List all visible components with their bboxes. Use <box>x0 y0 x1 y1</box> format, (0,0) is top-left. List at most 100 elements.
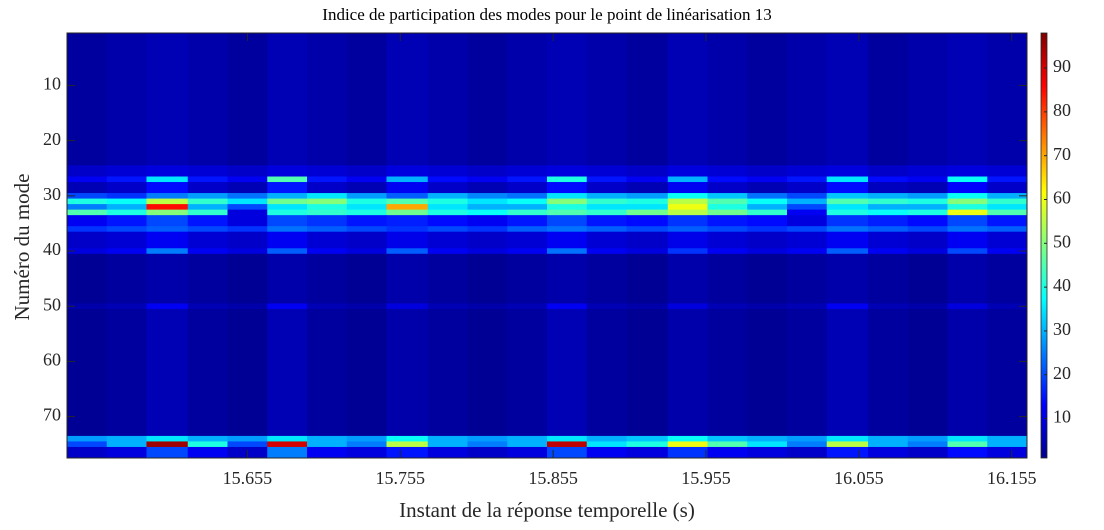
heatmap-cell <box>307 231 348 249</box>
heatmap-cell <box>787 165 828 177</box>
heatmap-cell <box>907 209 948 216</box>
heatmap-cell <box>626 215 669 227</box>
heatmap-cell <box>467 446 508 459</box>
heatmap-cell <box>227 204 268 211</box>
heatmap-cell <box>987 193 1028 199</box>
heatmap-cell <box>267 441 308 448</box>
colorbar-tick-label: 80 <box>1053 100 1071 120</box>
heatmap-cell <box>667 176 708 183</box>
heatmap-cell <box>547 231 588 249</box>
heatmap-cell <box>187 182 228 194</box>
heatmap-cell <box>386 198 429 205</box>
heatmap-cell <box>586 308 627 437</box>
y-tick-label: 70 <box>43 405 61 425</box>
heatmap-cell <box>187 209 228 216</box>
chart-title: Indice de participation des modes pour l… <box>322 5 771 24</box>
heatmap-cell <box>667 308 708 437</box>
heatmap-cell <box>947 441 988 448</box>
heatmap-cell <box>67 308 108 437</box>
heatmap-cell <box>67 231 108 249</box>
heatmap-cell <box>187 33 228 166</box>
heatmap-cell <box>67 226 108 233</box>
heatmap-cell <box>346 215 387 227</box>
heatmap-cell <box>907 176 948 183</box>
heatmap-cell <box>427 446 468 459</box>
heatmap-cell <box>427 248 468 255</box>
heatmap-cell <box>826 435 869 442</box>
colorbar-tick-label: 60 <box>1053 188 1071 208</box>
heatmap-cell <box>667 215 708 227</box>
heatmap-cell <box>146 308 189 437</box>
heatmap-cell <box>227 182 268 194</box>
heatmap-cell <box>987 248 1028 255</box>
heatmap-cell <box>907 165 948 177</box>
heatmap-cell <box>187 165 228 177</box>
heatmap-cell <box>187 435 228 442</box>
heatmap-cell <box>707 435 748 442</box>
heatmap-cell <box>346 182 387 194</box>
heatmap-cell <box>747 204 788 211</box>
heatmap-cell <box>267 446 308 459</box>
heatmap-cell <box>626 435 669 442</box>
heatmap-cell <box>187 198 228 205</box>
heatmap-cell <box>826 193 869 199</box>
heatmap-cell <box>547 303 588 310</box>
heatmap-cell <box>467 253 508 304</box>
heatmap-cells <box>67 33 1028 459</box>
heatmap-cell <box>307 248 348 255</box>
heatmap-cell <box>547 435 588 442</box>
heatmap-cell <box>868 33 909 166</box>
heatmap-cell <box>346 33 387 166</box>
heatmap-cell <box>386 446 429 459</box>
heatmap-cell <box>267 193 308 199</box>
heatmap-cell <box>227 303 268 310</box>
heatmap-cell <box>826 441 869 448</box>
heatmap-cell <box>146 231 189 249</box>
heatmap-cell <box>106 204 147 211</box>
heatmap-cell <box>467 182 508 194</box>
heatmap-cell <box>146 226 189 233</box>
heatmap-cell <box>987 215 1028 227</box>
heatmap-cell <box>346 308 387 437</box>
heatmap-cell <box>187 176 228 183</box>
heatmap-cell <box>707 308 748 437</box>
heatmap-cell <box>187 441 228 448</box>
heatmap-cell <box>67 215 108 227</box>
x-axis-label: Instant de la réponse temporelle (s) <box>399 498 695 522</box>
heatmap-cell <box>667 441 708 448</box>
heatmap-cell <box>307 176 348 183</box>
heatmap-cell <box>868 303 909 310</box>
heatmap-cell <box>267 33 308 166</box>
heatmap-cell <box>947 33 988 166</box>
heatmap-cell <box>868 231 909 249</box>
heatmap-cell <box>507 176 548 183</box>
heatmap-cell <box>547 33 588 166</box>
x-tick-label: 16.055 <box>834 468 884 488</box>
heatmap-cell <box>747 248 788 255</box>
heatmap-cell <box>547 308 588 437</box>
heatmap-cell <box>346 193 387 199</box>
heatmap-cell <box>987 253 1028 304</box>
heatmap-cell <box>67 209 108 216</box>
heatmap-cell <box>386 441 429 448</box>
heatmap-cell <box>667 204 708 211</box>
heatmap-cell <box>707 182 748 194</box>
heatmap-cell <box>227 435 268 442</box>
heatmap-cell <box>947 182 988 194</box>
heatmap-cell <box>67 204 108 211</box>
heatmap-cell <box>307 204 348 211</box>
heatmap-cell <box>267 209 308 216</box>
heatmap-cell <box>346 209 387 216</box>
heatmap-cell <box>667 33 708 166</box>
heatmap-cell <box>868 165 909 177</box>
heatmap-cell <box>987 435 1028 442</box>
heatmap-cell <box>507 193 548 199</box>
heatmap-cell <box>106 209 147 216</box>
heatmap-cell <box>67 193 108 199</box>
heatmap-cell <box>868 435 909 442</box>
heatmap-cell <box>227 209 268 216</box>
heatmap-cell <box>467 193 508 199</box>
heatmap-cell <box>187 308 228 437</box>
heatmap-cell <box>547 193 588 199</box>
